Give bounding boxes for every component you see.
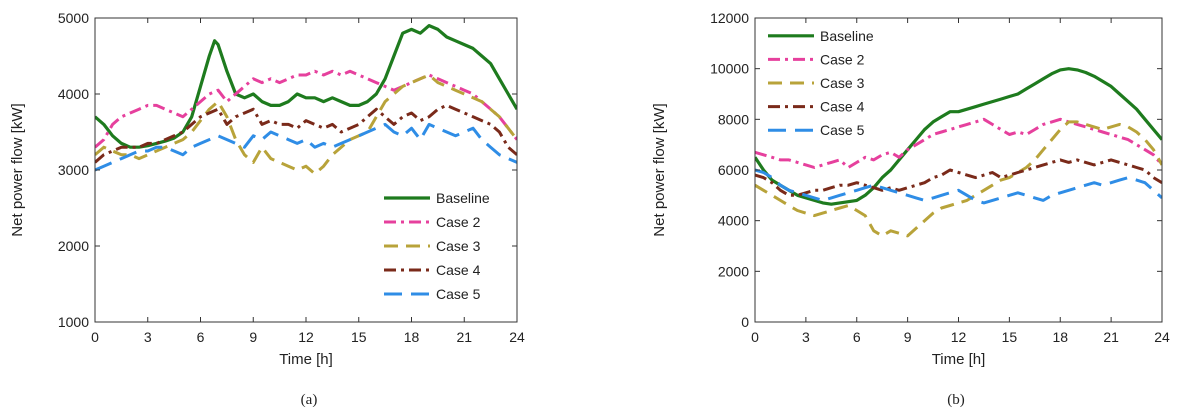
- legend-label: Case 3: [820, 75, 865, 91]
- y-axis-label: Net power flow [kW]: [9, 103, 26, 236]
- x-tick-label: 21: [1103, 329, 1119, 345]
- series-group: [95, 24, 517, 176]
- x-tick-label: 3: [802, 329, 810, 345]
- chart-panel-a: 0 3 6 9 12 15 18 21 24 1000 2000 3000 4000 5000 Time […: [0, 0, 560, 413]
- panel-caption: (b): [947, 392, 965, 408]
- x-axis-label: Time [h]: [932, 351, 986, 368]
- x-axis-label: Time [h]: [279, 351, 333, 368]
- x-tick-label: 9: [904, 329, 912, 345]
- y-tick-label: 8000: [718, 111, 749, 127]
- legend: Baseline Case 2 Case 3 Case 4 Case 5: [378, 186, 508, 306]
- x-tick-label: 18: [1052, 329, 1068, 345]
- legend-label: Case 3: [436, 238, 481, 254]
- legend: Baseline Case 2 Case 3 Case 4 Case 5: [762, 24, 892, 142]
- x-tick-label: 6: [853, 329, 861, 345]
- legend-box: [762, 24, 892, 142]
- y-tick-label: 3000: [58, 162, 89, 178]
- legend-box: [378, 186, 508, 306]
- x-tick-label: 0: [751, 329, 759, 345]
- y-tick-label: 4000: [718, 213, 749, 229]
- x-tick-label: 18: [404, 329, 420, 345]
- legend-label: Case 5: [820, 122, 865, 138]
- y-tick-label: 0: [741, 314, 749, 330]
- series-line-case-5: [755, 168, 1162, 205]
- series-line-baseline: [755, 67, 1162, 206]
- legend-label: Case 5: [436, 286, 481, 302]
- series-line-case-2: [95, 69, 517, 149]
- y-tick-label: 5000: [58, 10, 89, 26]
- y-tick-label: 6000: [718, 162, 749, 178]
- y-axis-label: Net power flow [kW]: [651, 103, 668, 236]
- x-tick-label: 0: [91, 329, 99, 345]
- legend-label: Case 2: [820, 51, 865, 67]
- legend-label: Case 4: [436, 262, 481, 278]
- chart-panel-b: 0 3 6 9 12 15 18 21 24 0 2000 4000 6000 8000 10000 1200…: [640, 0, 1181, 413]
- x-tick-label: 15: [351, 329, 367, 345]
- series-line-case-3: [755, 120, 1162, 238]
- series-line-case-3: [95, 73, 517, 176]
- legend-label: Case 4: [820, 99, 865, 115]
- series-line-case-4: [95, 103, 517, 164]
- y-tick-label: 2000: [718, 263, 749, 279]
- y-tick-label: 1000: [58, 314, 89, 330]
- x-tick-label: 9: [249, 329, 257, 345]
- x-tick-label: 3: [144, 329, 152, 345]
- legend-label: Case 2: [436, 214, 481, 230]
- x-tick-label: 12: [951, 329, 967, 345]
- x-tick-label: 12: [298, 329, 314, 345]
- series-group: [755, 67, 1162, 238]
- series-line-case-4: [755, 158, 1162, 197]
- y-tick-label: 12000: [710, 10, 749, 26]
- series-line-case-5: [95, 122, 517, 172]
- y-tick-label: 4000: [58, 86, 89, 102]
- legend-label: Baseline: [436, 190, 490, 206]
- chart-b-svg: 0 3 6 9 12 15 18 21 24 0 2000 4000 6000 8000 10000 1200…: [651, 10, 1170, 408]
- x-tick-label: 24: [1154, 329, 1170, 345]
- x-tick-label: 15: [1002, 329, 1018, 345]
- x-tick-label: 6: [197, 329, 205, 345]
- y-tick-label: 2000: [58, 238, 89, 254]
- x-tick-label: 24: [509, 329, 525, 345]
- chart-a-svg: 0 3 6 9 12 15 18 21 24 1000 2000 3000 4000 5000 Time […: [9, 10, 525, 408]
- panel-caption: (a): [301, 392, 318, 408]
- legend-label: Baseline: [820, 28, 874, 44]
- x-tick-label: 21: [456, 329, 472, 345]
- y-tick-label: 10000: [710, 61, 749, 77]
